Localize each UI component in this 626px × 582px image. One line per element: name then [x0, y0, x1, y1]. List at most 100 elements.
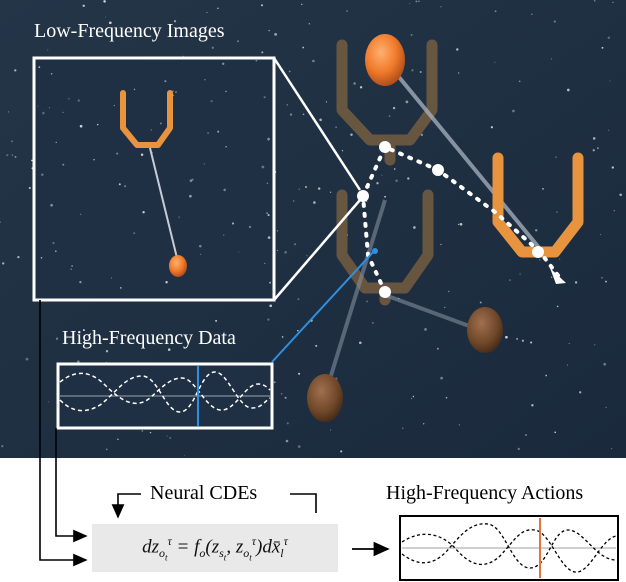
data-signal-1: [59, 372, 271, 411]
star-dot: [302, 113, 305, 116]
star-dot: [140, 153, 144, 157]
star-dot: [167, 348, 171, 351]
star-dot: [419, 71, 422, 73]
star-dot: [521, 339, 525, 342]
star-dot: [448, 290, 450, 293]
star-dot: [199, 244, 202, 248]
star-dot: [261, 165, 265, 169]
star-dot: [554, 431, 557, 434]
star-dot: [169, 437, 172, 439]
star-dot: [286, 104, 288, 106]
star-dot: [392, 106, 396, 110]
star-dot: [518, 80, 521, 83]
star-dot: [286, 422, 289, 425]
star-dot: [308, 22, 311, 25]
highlight-point: [372, 248, 378, 254]
star-dot: [458, 424, 460, 426]
star-dot: [261, 51, 264, 54]
star-dot: [597, 147, 599, 150]
star-dot: [603, 362, 607, 366]
star-dot: [105, 448, 108, 451]
star-dot: [405, 100, 409, 104]
low-freq-image-panel: [32, 56, 276, 302]
star-dot: [133, 88, 136, 91]
star-dot: [17, 255, 20, 259]
star-dot: [96, 123, 99, 126]
star-dot: [531, 404, 534, 407]
trajectory-point: [432, 164, 444, 176]
star-dot: [231, 222, 235, 225]
data-signal-2: [59, 371, 271, 413]
star-dot: [611, 166, 614, 169]
trajectory-point: [379, 141, 391, 153]
star-dot: [266, 182, 269, 185]
star-dot: [142, 211, 145, 214]
star-dot: [459, 222, 463, 226]
star-dot: [2, 262, 5, 265]
star-dot: [25, 357, 29, 361]
high-freq-actions-panel: [399, 515, 619, 581]
star-dot: [508, 279, 511, 282]
star-dot: [52, 241, 55, 245]
star-dot: [519, 273, 521, 275]
star-dot: [117, 438, 119, 441]
star-dot: [108, 21, 112, 25]
star-dot: [412, 395, 415, 398]
star-dot: [267, 236, 271, 239]
star-dot: [319, 118, 322, 122]
star-dot: [149, 431, 152, 434]
star-dot: [305, 186, 307, 188]
star-dot: [312, 59, 315, 63]
star-dot: [189, 194, 192, 198]
star-dot: [330, 429, 332, 431]
star-dot: [76, 360, 80, 364]
star-dot: [189, 179, 193, 183]
star-dot: [574, 281, 578, 284]
star-dot: [358, 341, 362, 345]
star-dot: [68, 98, 70, 100]
ball-brown-mid: [467, 307, 503, 353]
star-dot: [103, 0, 106, 3]
string-low: [323, 199, 387, 396]
star-dot: [82, 4, 85, 7]
star-dot: [550, 276, 553, 278]
star-dot: [292, 200, 295, 202]
star-dot: [420, 133, 424, 137]
star-dot: [276, 230, 278, 232]
star-dot: [423, 423, 425, 425]
star-dot: [542, 188, 544, 190]
trajectory-point: [357, 190, 369, 202]
star-dot: [118, 183, 121, 186]
star-dot: [302, 46, 305, 49]
star-dot: [210, 99, 213, 103]
star-dot: [41, 173, 44, 176]
star-dot: [301, 3, 303, 5]
star-dot: [534, 229, 538, 232]
star-dot: [42, 111, 45, 115]
star-dot: [371, 321, 374, 324]
star-dot: [444, 306, 446, 308]
star-dot: [166, 435, 168, 437]
star-dot: [545, 374, 548, 377]
star-dot: [274, 33, 277, 36]
star-dot: [601, 46, 604, 49]
star-dot: [594, 344, 596, 346]
star-dot: [297, 298, 300, 301]
string-mid: [384, 293, 481, 332]
star-dot: [71, 265, 73, 267]
star-dot: [613, 210, 615, 212]
star-dot: [281, 336, 284, 338]
star-dot: [556, 305, 559, 308]
star-dot: [164, 80, 167, 83]
star-dot: [264, 262, 266, 264]
star-dot: [141, 430, 144, 432]
star-dot: [568, 342, 570, 345]
star-dot: [82, 329, 85, 332]
star-dot: [150, 129, 152, 131]
star-dot: [285, 439, 289, 443]
star-dot: [407, 177, 410, 180]
star-dot: [47, 49, 49, 51]
star-dot: [601, 277, 603, 279]
star-dot: [159, 122, 162, 125]
